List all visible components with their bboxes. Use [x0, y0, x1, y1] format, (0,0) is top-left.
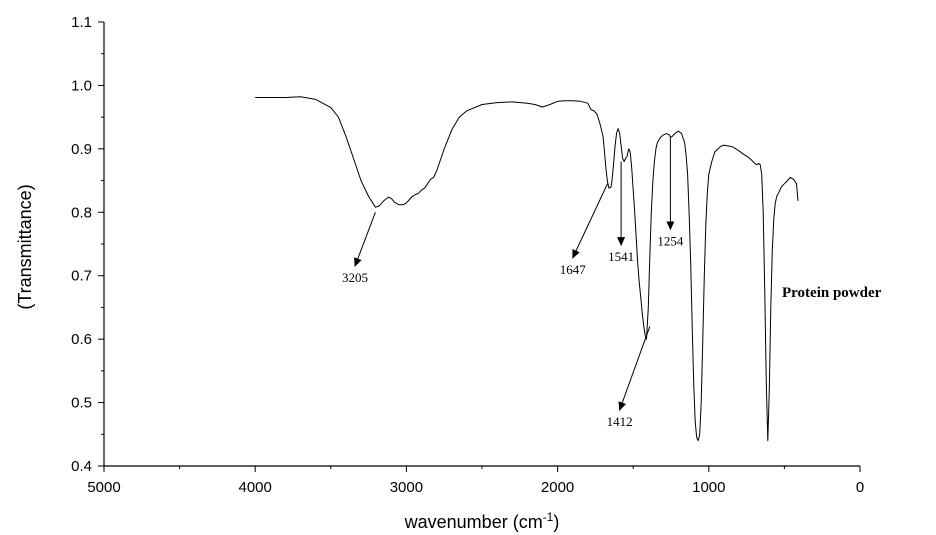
axes	[103, 22, 860, 467]
x-tick-label: 1000	[692, 479, 725, 496]
peak-label: 1541	[608, 249, 634, 264]
y-tick-label: 0.9	[71, 141, 92, 158]
y-tick-label: 0.4	[71, 458, 92, 475]
x-tick-label: 4000	[239, 479, 272, 496]
series-line	[255, 96, 799, 442]
annotation-group: 3205 1647 1541 1254 1412	[342, 137, 684, 429]
y-tick-label: 0.5	[71, 395, 92, 412]
y-tick-label: 0.7	[71, 268, 92, 285]
y-tick-label: 0.8	[71, 204, 92, 221]
x-tick-label: 5000	[87, 479, 120, 496]
sample-label: Protein powder	[782, 285, 882, 301]
y-tick-label: 1.0	[71, 77, 92, 94]
peak-label: 1647	[560, 262, 587, 277]
annotation-arrow	[572, 183, 608, 259]
y-tick-label: 1.1	[71, 14, 92, 31]
y-tick-label: 0.6	[71, 331, 92, 348]
x-axis-title: wavenumber (cm-1)	[404, 510, 560, 532]
tick-marks: 5000 4000 3000 2000 1000 0 0.4 0.5 0.6 0.7 0.8 0.9 1…	[71, 14, 864, 496]
peak-label: 3205	[342, 270, 368, 285]
x-tick-label: 3000	[390, 479, 423, 496]
y-axis-title: (Transmittance)	[15, 184, 35, 309]
annotation-arrow	[618, 326, 651, 412]
series-group	[255, 96, 799, 442]
x-tick-label: 2000	[541, 479, 574, 496]
x-tick-label: 0	[856, 479, 864, 496]
annotation-arrow	[354, 212, 376, 268]
peak-label: 1254	[657, 233, 684, 248]
peak-label: 1412	[607, 414, 633, 429]
